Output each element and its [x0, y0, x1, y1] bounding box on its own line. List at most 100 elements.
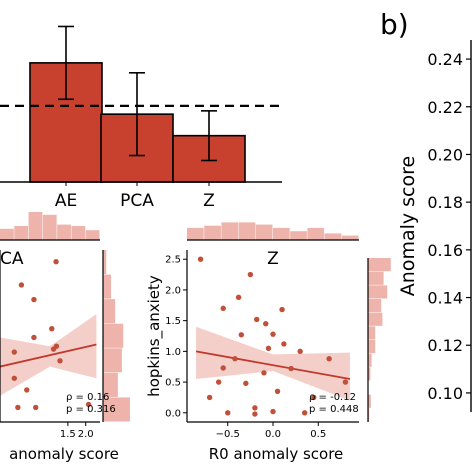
right-hist-bar	[103, 348, 122, 373]
x-tick-label: PCA	[120, 191, 154, 211]
scatter-point	[311, 394, 317, 401]
right-hist-bar	[368, 340, 376, 354]
scatter-point	[281, 341, 287, 347]
scatter-point	[265, 345, 272, 351]
y-axis-label: hopkins_anxiety	[145, 275, 164, 397]
top-hist-bar	[273, 227, 290, 240]
right-hist-bar	[103, 397, 130, 422]
scatter-point	[235, 294, 242, 300]
y-tick-label: 0.5	[165, 378, 181, 389]
b-y-axis-label: Anomaly score	[397, 156, 419, 296]
top-hist-bar	[255, 224, 273, 240]
scatter-point	[247, 271, 254, 278]
right-hist-bar	[103, 250, 107, 275]
regression-line	[0, 343, 97, 368]
x-tick-label: 0.5	[310, 429, 326, 440]
scatter-point	[225, 410, 231, 416]
right-hist-bar	[368, 299, 382, 313]
top-hist-bar	[71, 226, 86, 240]
top-hist-bar	[57, 224, 71, 240]
scatter-point	[215, 379, 222, 385]
top-hist-bar	[238, 222, 256, 240]
top-hist-bar	[28, 212, 43, 240]
x-tick-label: 1.5	[60, 429, 76, 440]
scatter-point	[297, 348, 303, 355]
b-y-tick-label: 0.10	[427, 384, 463, 403]
scatter-point	[24, 387, 30, 393]
panel-title: CA	[0, 249, 24, 269]
top-hist-bar	[307, 227, 325, 240]
scatter-point	[243, 380, 249, 386]
b-y-tick-label: 0.24	[427, 50, 463, 69]
right-hist-bar	[368, 258, 391, 272]
panel-title: Z	[267, 249, 279, 269]
p-annotation: p = 0.448	[309, 404, 359, 415]
scatter-point	[279, 306, 285, 313]
top-hist-bar	[290, 231, 307, 240]
b-y-tick-label: 0.16	[427, 241, 463, 260]
scatter-point	[238, 332, 245, 338]
top-hist-bar	[85, 230, 100, 240]
top-hist-bar	[324, 233, 342, 240]
scatter-point	[31, 334, 37, 341]
rho-annotation: ρ = -0.12	[309, 392, 356, 403]
scatter-point	[57, 358, 63, 364]
right-hist-bar	[368, 285, 388, 299]
scatter-point	[326, 356, 332, 362]
scatter-point	[53, 258, 59, 265]
scatter-point	[270, 331, 276, 337]
confidence-band	[196, 326, 350, 401]
x-tick-label: AE	[55, 191, 77, 211]
top-hist-bar	[341, 235, 359, 240]
scatter-point	[274, 388, 281, 394]
top-hist-bar	[221, 222, 239, 240]
right-hist-bar	[368, 353, 372, 367]
rho-annotation: ρ = 0.16	[66, 392, 109, 403]
x-tick-label: Z	[203, 191, 215, 211]
scatter-point	[263, 321, 269, 327]
x-tick-label: 0.0	[265, 429, 281, 440]
top-hist-bar	[14, 226, 29, 240]
x-tick-label: 2.0	[78, 429, 94, 440]
pca-scatter-panel: CA 1.5 2.0 anomaly score ρ = 0.16p = 0.316	[0, 212, 130, 463]
right-hist-bar	[368, 394, 371, 408]
scatter-point	[33, 404, 39, 411]
b-y-tick-label: 0.22	[427, 98, 463, 117]
regression-line	[195, 350, 351, 380]
scatter-point	[252, 405, 258, 411]
top-hist-bar	[187, 227, 204, 240]
top-hist-bar	[0, 228, 14, 240]
panel-b-axis: b) 0.10 0.12 0.14 0.16 0.18 0.20 0.22 0.24 Anoma…	[380, 8, 472, 412]
scatter-point	[11, 349, 17, 355]
scatter-point	[288, 365, 294, 372]
x-axis-label: R0 anomaly score	[209, 445, 344, 463]
scatter-point	[254, 316, 260, 323]
x-tick-label: −0.5	[216, 429, 240, 440]
scatter-point	[270, 408, 276, 415]
scatter-point	[85, 401, 92, 408]
b-y-tick-label: 0.20	[427, 145, 463, 164]
right-hist-bar	[368, 312, 383, 326]
scatter-point	[220, 365, 226, 371]
y-tick-label: 2.5	[165, 255, 181, 266]
scatter-point	[11, 375, 17, 381]
scatter-point	[197, 256, 204, 262]
scatter-point	[220, 305, 226, 312]
right-hist-bar	[103, 372, 118, 397]
right-hist-bar	[103, 299, 116, 324]
panel-b-label: b)	[380, 8, 409, 41]
right-hist-bar	[368, 367, 371, 381]
bar-chart-panel: AE PCA Z	[0, 25, 282, 211]
y-tick-label: 1.0	[165, 347, 181, 358]
b-y-tick-label: 0.12	[427, 336, 463, 355]
scatter-point	[232, 356, 238, 362]
top-hist-bar	[204, 225, 221, 240]
b-y-tick-label: 0.18	[427, 193, 463, 212]
scatter-point	[31, 296, 37, 303]
right-hist-bar	[368, 271, 384, 285]
right-hist-bar	[103, 323, 124, 348]
x-axis-label: anomaly score	[9, 445, 119, 463]
y-tick-label: 0.0	[165, 408, 181, 419]
y-tick-label: 2.0	[165, 285, 181, 296]
scatter-point	[301, 410, 308, 416]
